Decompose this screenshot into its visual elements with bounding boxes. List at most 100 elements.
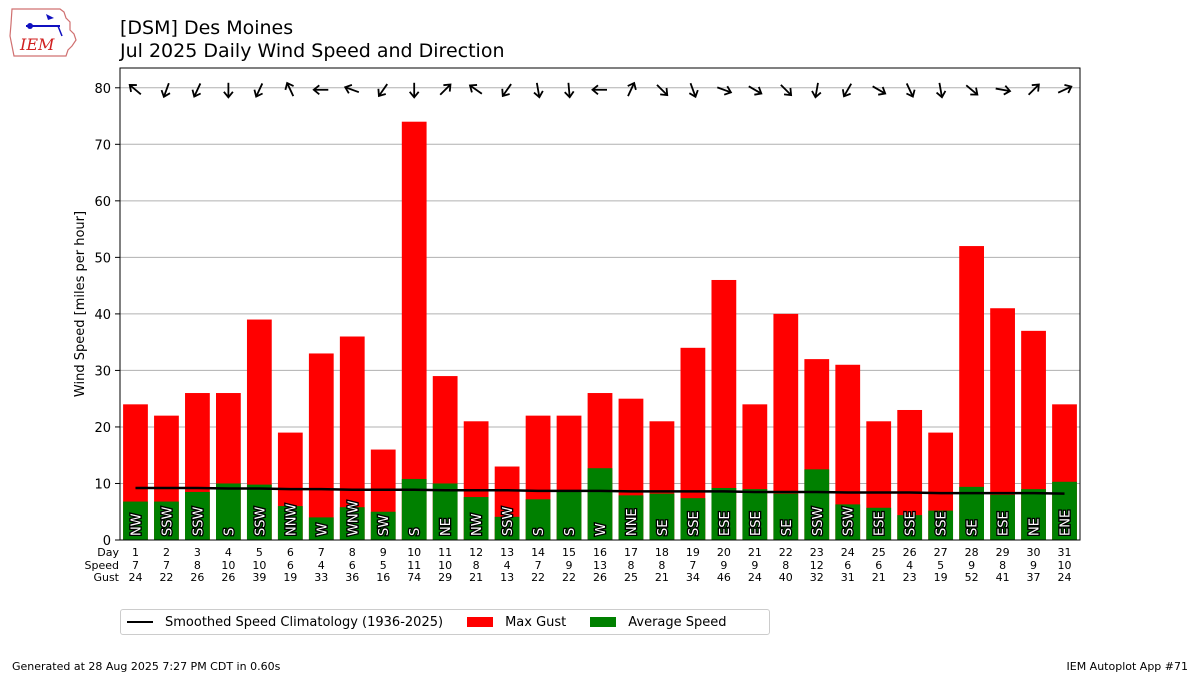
wind-arrow — [343, 84, 360, 94]
wind-arrow-head — [970, 87, 979, 96]
wind-arrow — [564, 82, 575, 99]
gust-label: 46 — [717, 571, 731, 584]
wind-arrow-head — [312, 84, 320, 95]
direction-label: SE — [966, 520, 981, 536]
gust-label: 22 — [159, 571, 173, 584]
speed-label: 9 — [1030, 559, 1037, 572]
avg-speed-bar — [185, 491, 210, 540]
speed-label: 8 — [194, 559, 201, 572]
direction-label: SSW — [811, 506, 826, 536]
direction-label: NW — [470, 513, 485, 536]
avg-speed-bar — [959, 486, 984, 540]
legend-item-climatology: Smoothed Speed Climatology (1936-2025) — [127, 615, 443, 630]
speed-label: 6 — [844, 559, 851, 572]
y-tick-label: 80 — [94, 82, 111, 97]
day-label: 23 — [810, 546, 824, 559]
wind-arrow — [312, 84, 329, 95]
wind-arrow-head — [591, 84, 599, 95]
y-tick-label: 50 — [94, 251, 111, 266]
gust-label: 24 — [1058, 571, 1072, 584]
wind-arrow-head — [1064, 83, 1073, 94]
day-label: 13 — [500, 546, 514, 559]
day-label: 25 — [872, 546, 886, 559]
wind-arrow-shaft — [965, 84, 978, 95]
avg-speed-bar — [154, 501, 179, 540]
speed-label: 6 — [287, 559, 294, 572]
avg-speed-bar — [1052, 481, 1077, 540]
legend-item-avg: Average Speed — [590, 615, 727, 630]
direction-label: SE — [780, 520, 795, 536]
day-label: 7 — [318, 546, 325, 559]
wind-arrow-head — [468, 84, 478, 93]
y-tick-label: 10 — [94, 477, 111, 492]
gust-label: 29 — [438, 571, 452, 584]
wind-arrow — [501, 83, 512, 98]
gust-label: 21 — [655, 571, 669, 584]
gust-label: 13 — [500, 571, 514, 584]
avg-speed-bar — [804, 469, 830, 540]
table-row-label: Speed — [85, 559, 119, 572]
day-label: 26 — [903, 546, 917, 559]
avg-speed-bar — [866, 507, 892, 540]
gust-label: 19 — [934, 571, 948, 584]
footer-app: IEM Autoplot App #71 — [1066, 660, 1189, 673]
day-label: 21 — [748, 546, 762, 559]
wind-arrow-shaft — [995, 87, 1010, 92]
avg-speed-bar — [711, 487, 737, 540]
logo-text: IEM — [19, 35, 55, 54]
avg-speed-bar — [835, 504, 861, 540]
wind-arrow-head — [501, 88, 510, 98]
speed-label: 6 — [875, 559, 882, 572]
speed-label: 10 — [438, 559, 452, 572]
gust-label: 74 — [407, 571, 421, 584]
avg-speed-bar — [680, 498, 706, 540]
wind-arrow — [656, 84, 669, 97]
chart-title: [DSM] Des Moines — [120, 17, 294, 39]
gust-label: 37 — [1027, 571, 1041, 584]
speed-label: 9 — [720, 559, 727, 572]
speed-label: 9 — [566, 559, 573, 572]
wind-arrow-shaft — [872, 85, 886, 95]
direction-label: ENE — [1059, 510, 1074, 536]
speed-label: 13 — [593, 559, 607, 572]
avg-speed-bar — [773, 493, 799, 540]
gust-bar — [308, 353, 334, 540]
wind-arrow-shaft — [255, 83, 264, 97]
direction-label: SSE — [935, 511, 950, 536]
wind-arrow-head — [408, 91, 420, 99]
direction-label: SW — [377, 515, 392, 536]
wind-arrow-head — [841, 89, 851, 98]
direction-label: S — [408, 528, 423, 536]
wind-arrow-shaft — [905, 83, 914, 97]
wind-arrow — [191, 83, 202, 98]
direction-label: S — [222, 528, 237, 536]
wind-arrow-head — [564, 90, 575, 99]
speed-label: 10 — [221, 559, 235, 572]
legend-swatch-climatology — [127, 621, 153, 623]
speed-label: 7 — [163, 559, 170, 572]
y-axis-label: Wind Speed [miles per hour] — [73, 211, 88, 397]
avg-speed-bar — [928, 510, 954, 540]
legend-label-gust: Max Gust — [505, 614, 567, 630]
day-label: 2 — [163, 546, 170, 559]
y-tick-label: 70 — [94, 138, 111, 153]
wind-arrow-shaft — [780, 84, 792, 96]
y-tick-label: 40 — [94, 308, 111, 323]
avg-speed-bar — [123, 501, 148, 540]
speed-label: 7 — [689, 559, 696, 572]
wind-arrow-head — [723, 85, 733, 96]
direction-label: NE — [1028, 518, 1043, 536]
wind-arrow-shaft — [938, 82, 943, 97]
day-label: 1 — [132, 546, 139, 559]
direction-label: SSW — [191, 506, 206, 536]
day-label: 3 — [194, 546, 201, 559]
y-tick-label: 20 — [94, 421, 111, 436]
gust-label: 41 — [996, 571, 1010, 584]
wind-arrow — [468, 84, 483, 95]
direction-label: SSW — [842, 506, 857, 536]
direction-label: W — [315, 523, 330, 536]
wind-arrow-shaft — [193, 83, 202, 97]
wind-arrow-head — [878, 86, 887, 96]
wind-arrow — [872, 85, 887, 96]
